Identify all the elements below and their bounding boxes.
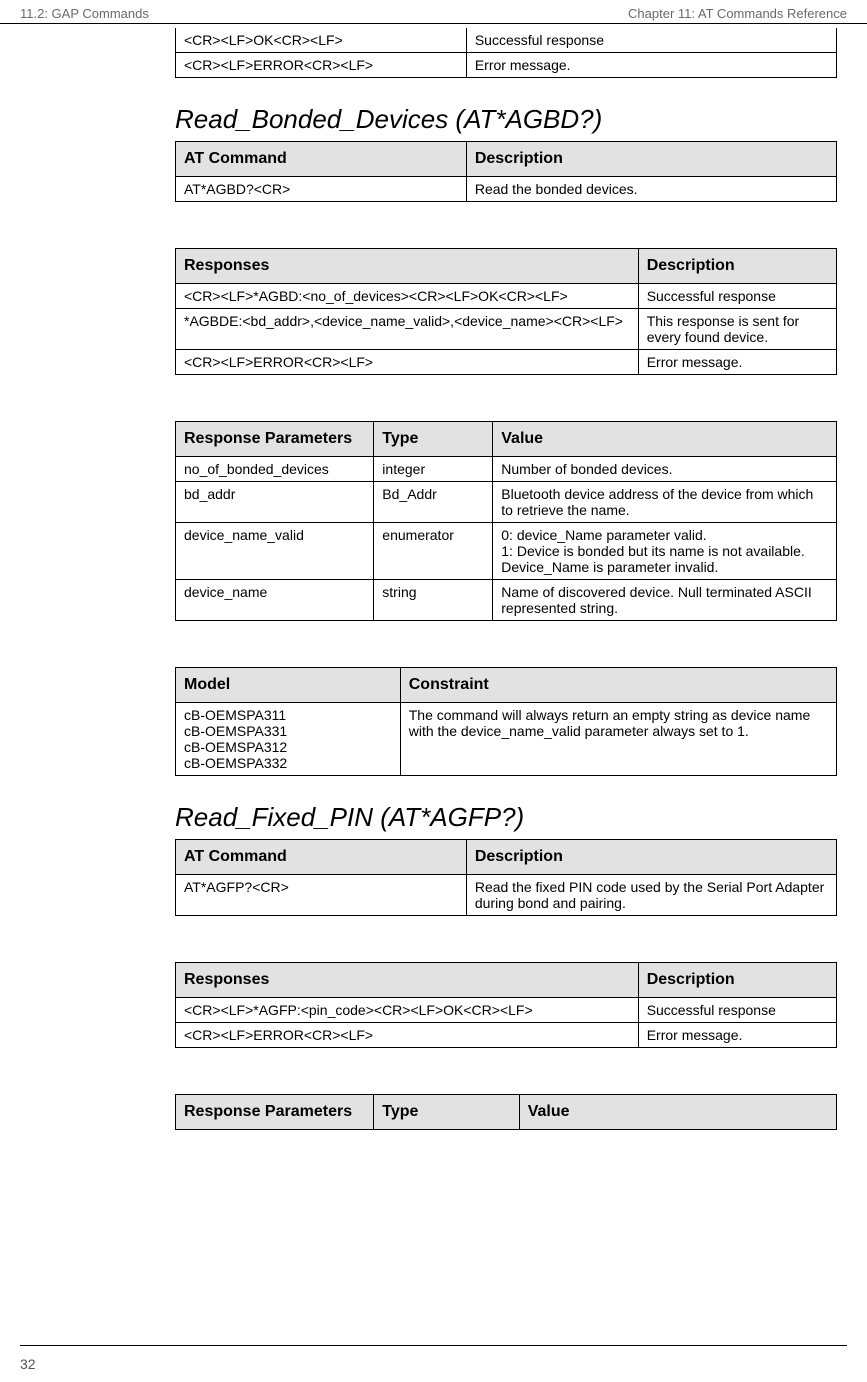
table-model-constraint: Model Constraint cB-OEMSPA311 cB-OEMSPA3… bbox=[175, 667, 837, 776]
col-header: Value bbox=[519, 1095, 836, 1130]
cell: enumerator bbox=[374, 523, 493, 580]
col-header: Description bbox=[466, 142, 836, 177]
table-row: cB-OEMSPA311 cB-OEMSPA331 cB-OEMSPA312 c… bbox=[176, 703, 837, 776]
table-row: AT*AGBD?<CR> Read the bonded devices. bbox=[176, 177, 837, 202]
cell: Successful response bbox=[638, 998, 836, 1023]
col-header: Responses bbox=[176, 249, 639, 284]
cell: <CR><LF>ERROR<CR><LF> bbox=[176, 53, 467, 78]
header-left: 11.2: GAP Commands bbox=[20, 6, 149, 21]
cell: Successful response bbox=[466, 28, 836, 53]
table-row: *AGBDE:<bd_addr>,<device_name_valid>,<de… bbox=[176, 309, 837, 350]
cell: <CR><LF>*AGBD:<no_of_devices><CR><LF>OK<… bbox=[176, 284, 639, 309]
col-header: Value bbox=[493, 422, 837, 457]
cell: string bbox=[374, 580, 493, 621]
cell: Bluetooth device address of the device f… bbox=[493, 482, 837, 523]
footer-divider bbox=[20, 1345, 847, 1346]
cell: <CR><LF>OK<CR><LF> bbox=[176, 28, 467, 53]
cell: cB-OEMSPA311 cB-OEMSPA331 cB-OEMSPA312 c… bbox=[176, 703, 401, 776]
table-row: <CR><LF>OK<CR><LF> Successful response bbox=[176, 28, 837, 53]
table-response-params-agbd: Response Parameters Type Value no_of_bon… bbox=[175, 421, 837, 621]
col-header: Description bbox=[638, 249, 836, 284]
table-response-params-agfp: Response Parameters Type Value bbox=[175, 1094, 837, 1130]
header-right: Chapter 11: AT Commands Reference bbox=[628, 6, 847, 21]
cell: no_of_bonded_devices bbox=[176, 457, 374, 482]
col-header: Constraint bbox=[400, 668, 836, 703]
table-row: Response Parameters Type Value bbox=[176, 1095, 837, 1130]
cell: Error message. bbox=[466, 53, 836, 78]
table-row: device_name string Name of discovered de… bbox=[176, 580, 837, 621]
table-row: Model Constraint bbox=[176, 668, 837, 703]
table-row: AT Command Description bbox=[176, 840, 837, 875]
cell: <CR><LF>*AGFP:<pin_code><CR><LF>OK<CR><L… bbox=[176, 998, 639, 1023]
col-header: Type bbox=[374, 422, 493, 457]
cell: This response is sent for every found de… bbox=[638, 309, 836, 350]
table-responses-agfp: Responses Description <CR><LF>*AGFP:<pin… bbox=[175, 962, 837, 1048]
col-header: AT Command bbox=[176, 840, 467, 875]
table-row: Response Parameters Type Value bbox=[176, 422, 837, 457]
table-row: no_of_bonded_devices integer Number of b… bbox=[176, 457, 837, 482]
table-row: Responses Description bbox=[176, 963, 837, 998]
cell: <CR><LF>ERROR<CR><LF> bbox=[176, 350, 639, 375]
table-row: AT Command Description bbox=[176, 142, 837, 177]
col-header: Description bbox=[638, 963, 836, 998]
col-header: Model bbox=[176, 668, 401, 703]
col-header: Responses bbox=[176, 963, 639, 998]
table-row: <CR><LF>*AGFP:<pin_code><CR><LF>OK<CR><L… bbox=[176, 998, 837, 1023]
page-number: 32 bbox=[20, 1356, 36, 1372]
cell: integer bbox=[374, 457, 493, 482]
col-header: Response Parameters bbox=[176, 422, 374, 457]
table-row: <CR><LF>ERROR<CR><LF> Error message. bbox=[176, 53, 837, 78]
section-heading-bonded: Read_Bonded_Devices (AT*AGBD?) bbox=[175, 104, 837, 135]
page-content: <CR><LF>OK<CR><LF> Successful response <… bbox=[0, 28, 867, 1130]
cell: Name of discovered device. Null terminat… bbox=[493, 580, 837, 621]
page-header: 11.2: GAP Commands Chapter 11: AT Comman… bbox=[0, 0, 867, 24]
cell: The command will always return an empty … bbox=[400, 703, 836, 776]
cell: AT*AGBD?<CR> bbox=[176, 177, 467, 202]
table-responses-agbd: Responses Description <CR><LF>*AGBD:<no_… bbox=[175, 248, 837, 375]
table-row: device_name_valid enumerator 0: device_N… bbox=[176, 523, 837, 580]
table-at-command-agbd: AT Command Description AT*AGBD?<CR> Read… bbox=[175, 141, 837, 202]
cell: device_name_valid bbox=[176, 523, 374, 580]
cell: Read the bonded devices. bbox=[466, 177, 836, 202]
cell: Error message. bbox=[638, 350, 836, 375]
cell: Bd_Addr bbox=[374, 482, 493, 523]
table-row: <CR><LF>*AGBD:<no_of_devices><CR><LF>OK<… bbox=[176, 284, 837, 309]
cell: Successful response bbox=[638, 284, 836, 309]
section-heading-fixed-pin: Read_Fixed_PIN (AT*AGFP?) bbox=[175, 802, 837, 833]
cell: *AGBDE:<bd_addr>,<device_name_valid>,<de… bbox=[176, 309, 639, 350]
table-at-command-agfp: AT Command Description AT*AGFP?<CR> Read… bbox=[175, 839, 837, 916]
cell: bd_addr bbox=[176, 482, 374, 523]
col-header: Type bbox=[374, 1095, 519, 1130]
col-header: Response Parameters bbox=[176, 1095, 374, 1130]
table-top-continuation: <CR><LF>OK<CR><LF> Successful response <… bbox=[175, 28, 837, 78]
cell: 0: device_Name parameter valid. 1: Devic… bbox=[493, 523, 837, 580]
table-row: bd_addr Bd_Addr Bluetooth device address… bbox=[176, 482, 837, 523]
cell: device_name bbox=[176, 580, 374, 621]
cell: Number of bonded devices. bbox=[493, 457, 837, 482]
table-row: Responses Description bbox=[176, 249, 837, 284]
table-row: <CR><LF>ERROR<CR><LF> Error message. bbox=[176, 350, 837, 375]
cell: AT*AGFP?<CR> bbox=[176, 875, 467, 916]
table-row: AT*AGFP?<CR> Read the fixed PIN code use… bbox=[176, 875, 837, 916]
col-header: AT Command bbox=[176, 142, 467, 177]
col-header: Description bbox=[466, 840, 836, 875]
cell: Read the fixed PIN code used by the Seri… bbox=[466, 875, 836, 916]
cell: <CR><LF>ERROR<CR><LF> bbox=[176, 1023, 639, 1048]
table-row: <CR><LF>ERROR<CR><LF> Error message. bbox=[176, 1023, 837, 1048]
cell: Error message. bbox=[638, 1023, 836, 1048]
